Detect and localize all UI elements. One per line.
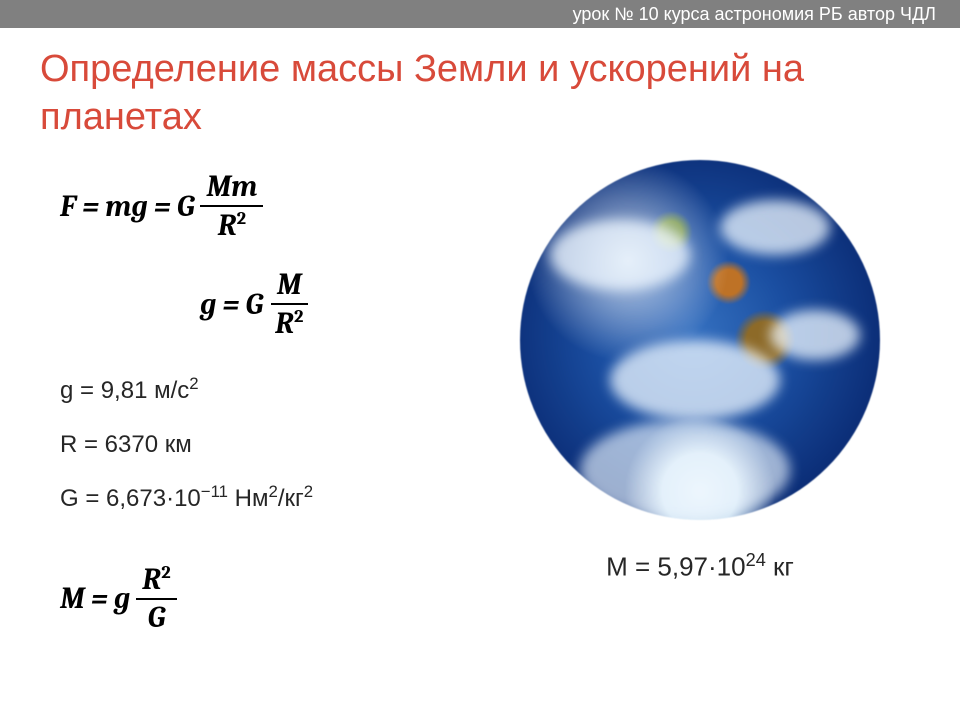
given-G-exp: −11 — [201, 482, 228, 501]
f1-eq2: = — [154, 189, 171, 224]
mass-exp: 24 — [746, 550, 766, 570]
given-G-post: Нм — [228, 485, 269, 512]
given-g-text: g = 9,81 м/с — [60, 377, 189, 404]
f1-F: F — [60, 189, 76, 224]
cloud-decoration — [770, 310, 860, 360]
f2-G: G — [245, 287, 263, 322]
f1-den-R: R — [218, 208, 237, 243]
cloud-decoration — [580, 420, 790, 520]
given-G-uexp2: 2 — [304, 482, 313, 501]
f2-den-exp: 2 — [294, 305, 303, 327]
f2-fraction: M R2 — [269, 269, 309, 339]
given-G-pre: G = 6,673· — [60, 485, 174, 512]
f1-G: G — [177, 189, 195, 224]
f2-num: M — [271, 269, 308, 305]
cloud-decoration — [550, 220, 690, 290]
mass-pre: M = 5,97· — [606, 552, 717, 582]
mass-result: M = 5,97·1024 кг — [510, 550, 890, 583]
given-R-text: R = 6370 км — [60, 431, 192, 458]
f3-num-R: R — [142, 562, 161, 597]
f3-eq: = — [91, 581, 108, 616]
cloud-decoration — [720, 200, 830, 255]
mass-base: 10 — [717, 552, 746, 582]
f2-g: g — [200, 287, 216, 322]
f1-fraction: Mm R2 — [200, 171, 263, 241]
f3-M: M — [60, 581, 85, 616]
f2-eq: = — [222, 287, 239, 322]
given-G-uexp1: 2 — [269, 482, 278, 501]
f2-den: R2 — [269, 305, 309, 340]
f3-fraction: R2 G — [136, 563, 176, 633]
lesson-topbar-text: урок № 10 курса астрономия РБ автор ЧДЛ — [573, 4, 936, 24]
f1-eq1: = — [82, 189, 99, 224]
earth-image — [520, 160, 880, 520]
f1-den: R2 — [212, 207, 252, 242]
f1-mg: mg — [105, 189, 147, 224]
mass-post: кг — [766, 552, 794, 582]
page-title: Определение массы Земли и ускорений на п… — [0, 28, 960, 151]
cloud-decoration — [610, 340, 780, 420]
earth-block: M = 5,97·1024 кг — [510, 160, 890, 583]
f1-den-exp: 2 — [237, 207, 246, 229]
f2-den-R: R — [275, 306, 294, 341]
given-G-base: 10 — [174, 485, 201, 512]
given-g-exp: 2 — [189, 374, 198, 393]
f3-den: G — [142, 600, 172, 634]
given-G-slash: /кг — [278, 485, 304, 512]
f3-num: R2 — [136, 563, 176, 600]
f3-g: g — [114, 581, 130, 616]
lesson-topbar: урок № 10 курса астрономия РБ автор ЧДЛ — [0, 0, 960, 28]
f3-num-exp: 2 — [161, 561, 170, 583]
f1-num: Mm — [200, 171, 263, 207]
